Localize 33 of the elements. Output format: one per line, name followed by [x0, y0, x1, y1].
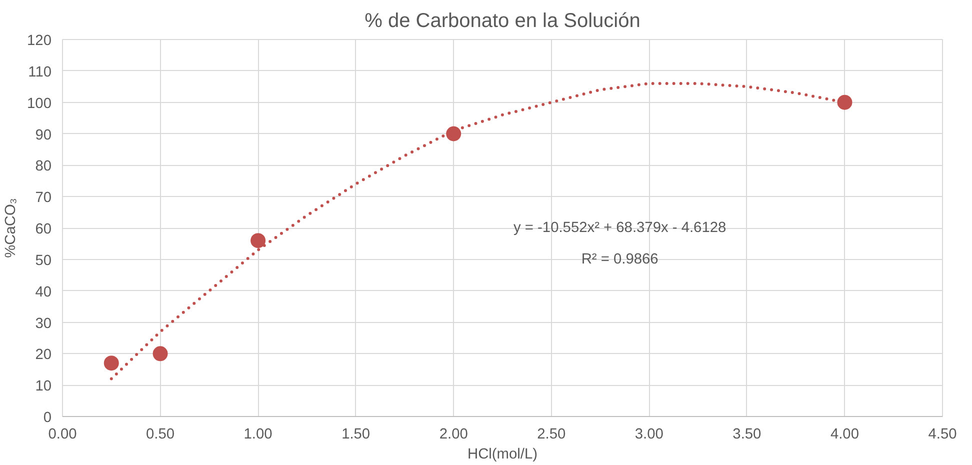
- x-tick-label: 3.00: [634, 426, 664, 442]
- point: [446, 126, 462, 142]
- y-tick-label: 20: [35, 347, 52, 364]
- chart-title: % de Carbonato en la Solución: [364, 10, 640, 32]
- y-tick-label: 120: [27, 33, 52, 49]
- y-tick-label: 110: [28, 64, 52, 80]
- point: [152, 346, 168, 362]
- x-tick-label: 1.00: [244, 426, 272, 442]
- y-tick-label: 60: [35, 222, 52, 238]
- y-tick-label: 80: [35, 158, 52, 175]
- y-tick-label: 90: [35, 127, 52, 144]
- y-tick-label: 0: [43, 410, 52, 426]
- y-tick-label: 100: [27, 96, 52, 112]
- x-tick-label: 3.50: [732, 426, 762, 442]
- x-tick-label: 1.50: [342, 426, 370, 442]
- y-tick-label: 30: [35, 316, 52, 332]
- point: [837, 94, 852, 110]
- x-axis-title: HCl(mol/L): [467, 446, 538, 462]
- x-tick-label: 4.50: [928, 426, 957, 442]
- y-tick-label: 50: [35, 252, 52, 269]
- y-axis-title: %CaCO₃: [3, 198, 20, 258]
- x-tick-label: 2.50: [537, 426, 566, 442]
- x-tick-label: 0.50: [146, 426, 175, 442]
- x-tick-label: 4.00: [830, 426, 859, 442]
- x-tick-label: 2.00: [439, 426, 468, 442]
- y-tick-label: 10: [35, 378, 52, 395]
- point: [104, 356, 119, 371]
- y-tick-label: 70: [35, 190, 52, 206]
- point: [250, 233, 266, 248]
- annotation: y = -10.552x² + 68.379x - 4.6128: [514, 220, 726, 236]
- x-tick-label: 0.00: [48, 426, 77, 442]
- annotation: R² = 0.9866: [581, 251, 658, 268]
- y-tick-label: 40: [35, 284, 52, 300]
